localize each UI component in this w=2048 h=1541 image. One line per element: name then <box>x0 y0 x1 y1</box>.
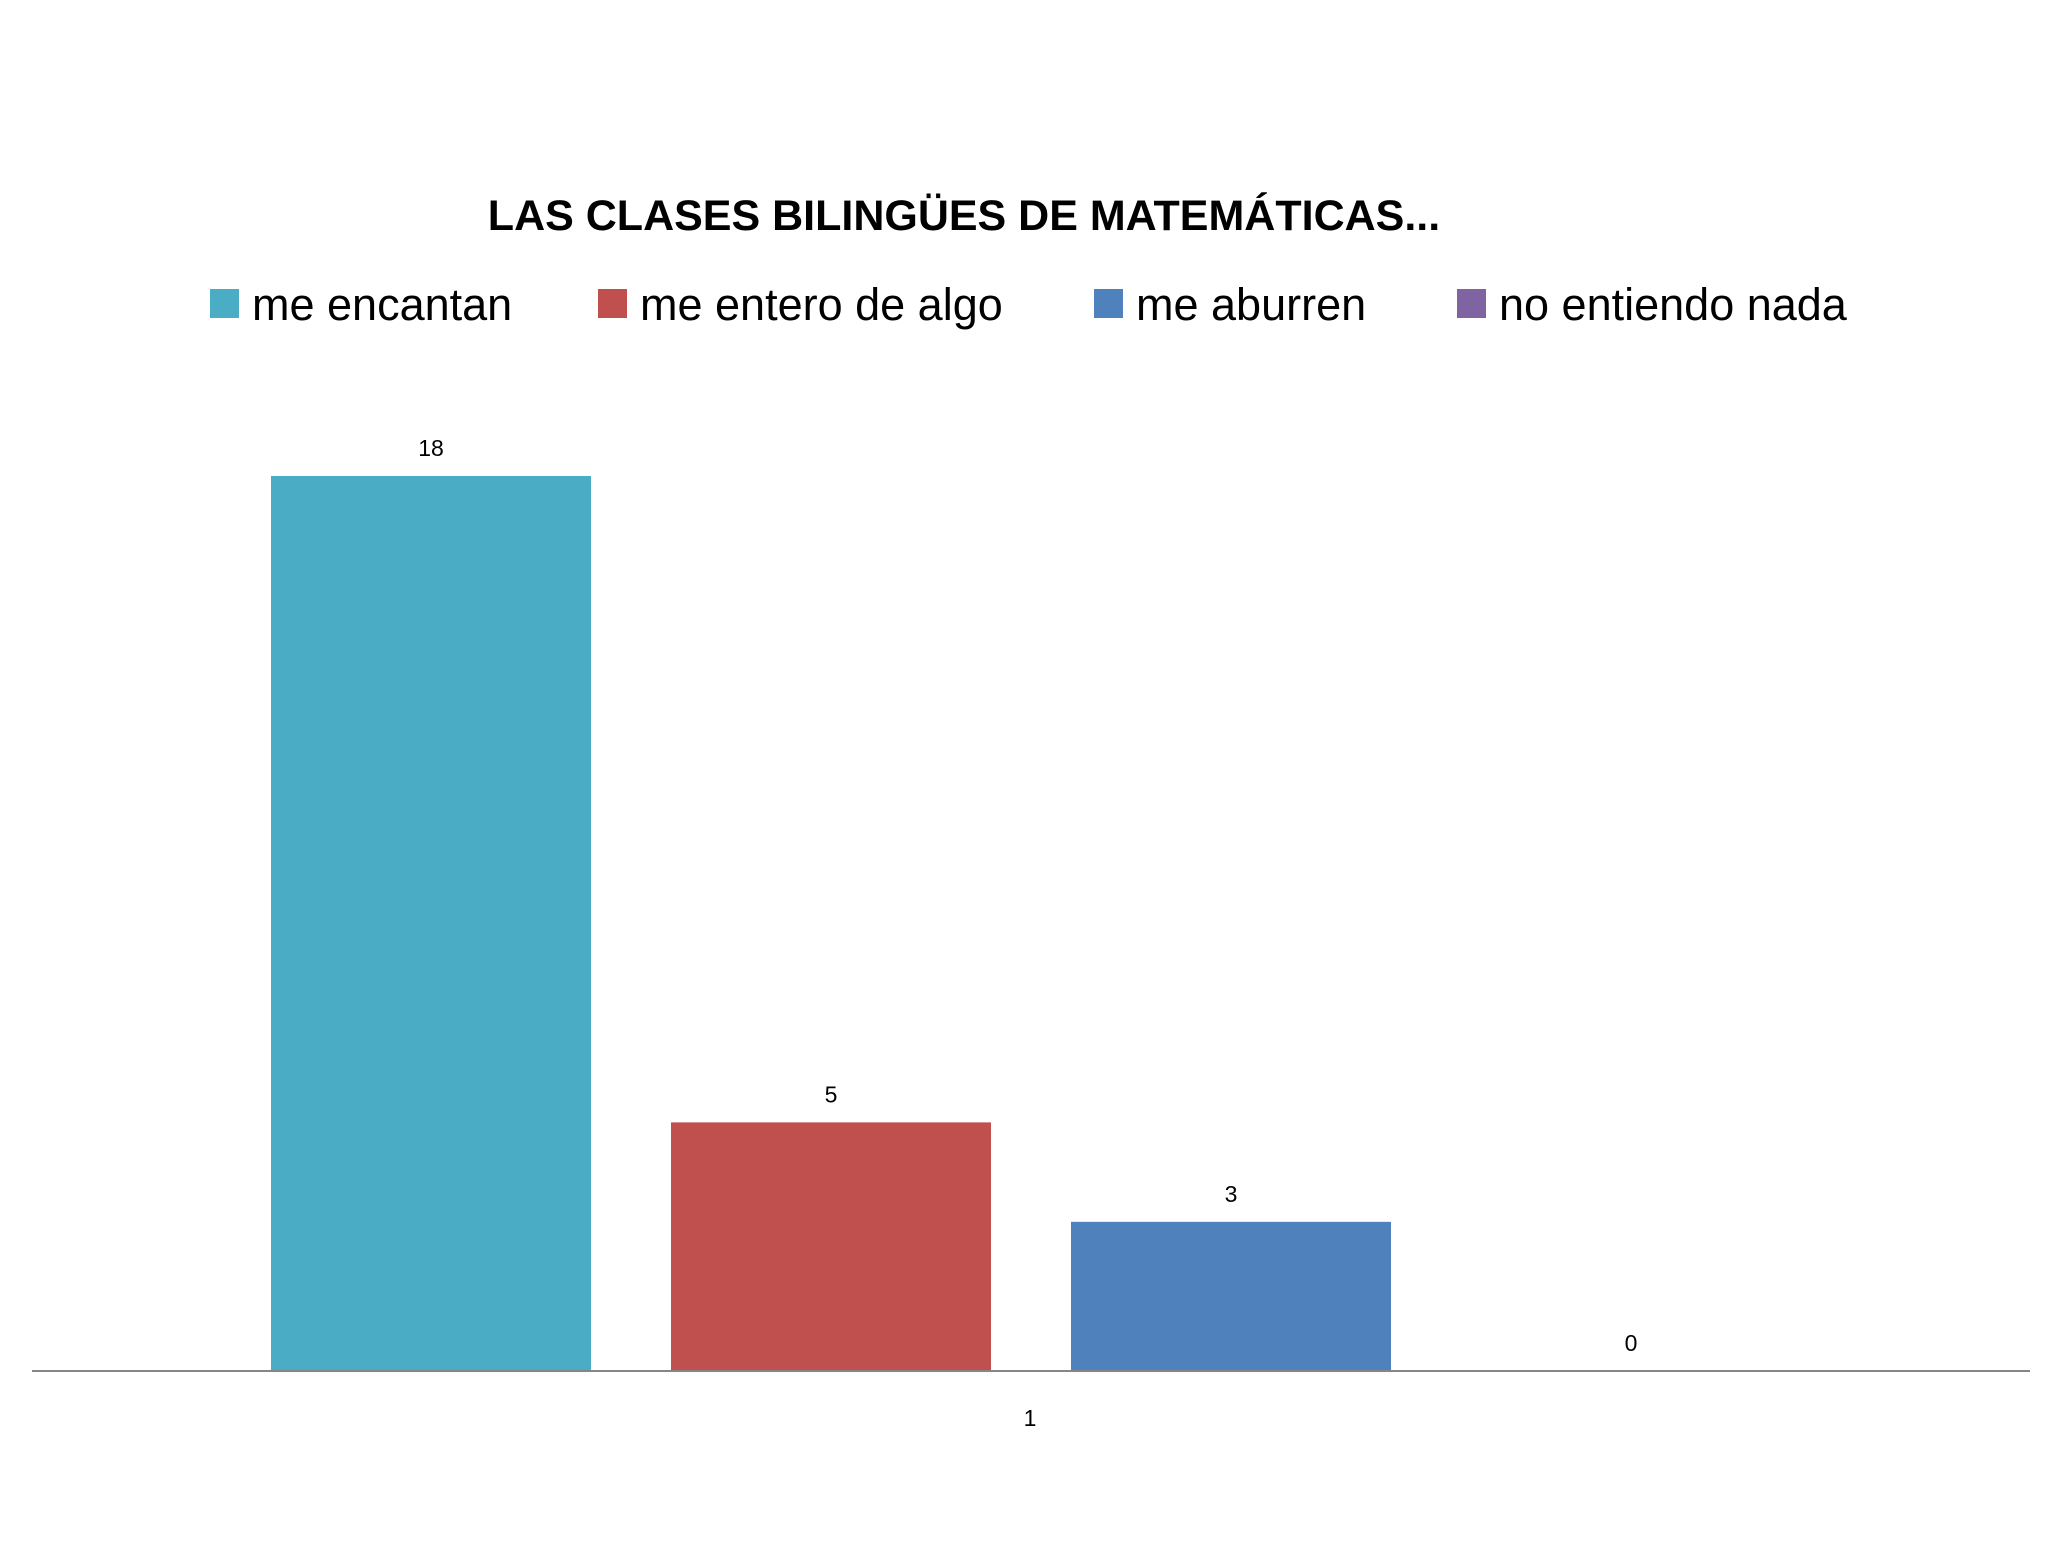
data-label-group: 18 5 3 0 <box>418 435 1637 1356</box>
legend-swatch-1 <box>210 289 239 318</box>
legend-label-1: me encantan <box>252 279 512 330</box>
data-label-2: 5 <box>825 1081 838 1107</box>
data-label-1: 18 <box>418 435 444 461</box>
legend-label-4: no entiendo nada <box>1499 279 1848 330</box>
data-label-3: 3 <box>1225 1181 1238 1207</box>
legend: me encantan me entero de algo me aburren no… <box>210 279 1848 330</box>
data-label-4: 0 <box>1625 1330 1638 1356</box>
legend-swatch-3 <box>1094 289 1123 318</box>
x-tick-group: 1 <box>1024 1405 1037 1431</box>
legend-label-3: me aburren <box>1136 279 1366 330</box>
bar-group <box>271 476 1391 1371</box>
bar-3 <box>1071 1221 1391 1371</box>
bar-2 <box>671 1122 991 1371</box>
legend-swatch-2 <box>598 289 627 318</box>
legend-swatch-4 <box>1457 289 1486 318</box>
legend-label-2: me entero de algo <box>640 279 1003 330</box>
chart-title: LAS CLASES BILINGÜES DE MATEMÁTICAS... <box>488 192 1440 240</box>
x-tick-label-1: 1 <box>1024 1405 1037 1431</box>
bar-1 <box>271 476 591 1371</box>
